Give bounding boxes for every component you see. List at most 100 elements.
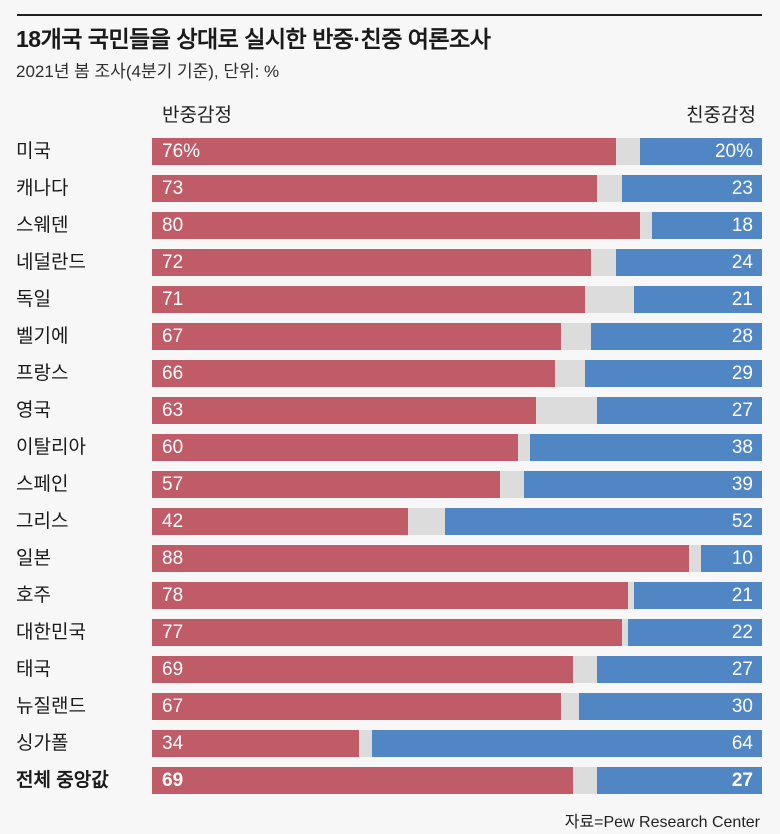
table-row: 네덜란드 72 24 (16, 248, 762, 276)
pro-china-bar: 21 (633, 581, 762, 609)
neutral-gap-segment (518, 433, 531, 461)
anti-china-bar: 76% (152, 137, 616, 165)
legend-pro-china-label: 친중감정 (686, 104, 756, 126)
table-row: 독일 71 21 (16, 285, 762, 313)
neutral-gap-segment (572, 766, 598, 794)
table-row: 이탈리아 60 38 (16, 433, 762, 461)
pro-china-value: 29 (731, 362, 753, 384)
neutral-gap-segment (627, 581, 634, 609)
chart-subtitle: 2021년 봄 조사(4분기 기준), 단위: % (16, 62, 280, 82)
anti-china-bar: 72 (152, 248, 592, 276)
country-label: 독일 (16, 288, 51, 310)
neutral-gap-segment (359, 729, 372, 757)
anti-china-bar: 34 (152, 729, 360, 757)
anti-china-value: 72 (162, 251, 184, 273)
pro-china-value: 27 (731, 658, 753, 680)
neutral-gap-segment (572, 655, 598, 683)
pro-china-value: 52 (731, 510, 753, 532)
country-label: 전체 중앙값 (16, 769, 109, 791)
anti-china-value: 66 (162, 362, 184, 384)
bar-track: 69 27 (152, 766, 762, 794)
anti-china-bar: 63 (152, 396, 537, 424)
neutral-gap-segment (560, 692, 579, 720)
pro-china-value: 22 (731, 621, 753, 643)
neutral-gap-segment (560, 322, 592, 350)
neutral-gap-segment (585, 285, 634, 313)
country-label: 캐나다 (16, 177, 69, 199)
pro-china-bar: 64 (371, 729, 762, 757)
anti-china-bar: 60 (152, 433, 518, 461)
country-label: 일본 (16, 547, 51, 569)
pro-china-bar: 22 (627, 618, 762, 646)
anti-china-bar: 67 (152, 692, 561, 720)
country-label: 미국 (16, 140, 51, 162)
anti-china-value: 67 (162, 325, 184, 347)
pro-china-value: 27 (731, 399, 753, 421)
country-label: 네덜란드 (16, 251, 86, 273)
neutral-gap-segment (640, 211, 653, 239)
country-label: 호주 (16, 584, 51, 606)
pro-china-bar: 52 (444, 507, 762, 535)
neutral-gap-segment (554, 359, 586, 387)
pro-china-bar: 38 (530, 433, 762, 461)
anti-china-bar: 67 (152, 322, 561, 350)
table-row: 미국 76% 20% (16, 137, 762, 165)
pro-china-value: 28 (731, 325, 753, 347)
legend-row: 반중감정 친중감정 (16, 100, 762, 127)
pro-china-bar: 28 (591, 322, 762, 350)
pro-china-value: 27 (731, 769, 753, 791)
bar-track: 88 10 (152, 544, 762, 572)
pro-china-bar: 10 (700, 544, 762, 572)
anti-china-value: 69 (162, 658, 184, 680)
bar-track: 73 23 (152, 174, 762, 202)
table-row: 싱가폴 34 64 (16, 729, 762, 757)
pro-china-value: 10 (731, 547, 753, 569)
table-row: 뉴질랜드 67 30 (16, 692, 762, 720)
pro-china-bar: 18 (652, 211, 762, 239)
pro-china-value: 18 (731, 214, 753, 236)
pro-china-value: 64 (731, 732, 753, 754)
country-label: 스웨덴 (16, 214, 69, 236)
table-row: 벨기에 67 28 (16, 322, 762, 350)
pro-china-bar: 23 (621, 174, 762, 202)
page-title: 18개국 국민들을 상대로 실시한 반중·친중 여론조사 (16, 26, 491, 52)
pro-china-value: 20% (714, 140, 753, 162)
neutral-gap-segment (591, 248, 616, 276)
bar-track: 77 22 (152, 618, 762, 646)
neutral-gap-segment (597, 174, 622, 202)
pro-china-value: 30 (731, 695, 753, 717)
anti-china-bar: 77 (152, 618, 622, 646)
pro-china-bar: 39 (524, 470, 762, 498)
table-row: 캐나다 73 23 (16, 174, 762, 202)
pro-china-bar: 30 (578, 692, 762, 720)
source-credit: 자료=Pew Research Center (564, 813, 760, 831)
bar-track: 57 39 (152, 470, 762, 498)
country-label: 벨기에 (16, 325, 69, 347)
anti-china-value: 76% (162, 140, 201, 162)
anti-china-bar: 42 (152, 507, 409, 535)
pro-china-value: 21 (731, 288, 753, 310)
neutral-gap-segment (688, 544, 701, 572)
pro-china-bar: 24 (615, 248, 762, 276)
bar-track: 71 21 (152, 285, 762, 313)
anti-china-value: 67 (162, 695, 184, 717)
anti-china-value: 71 (162, 288, 184, 310)
country-label: 프랑스 (16, 362, 69, 384)
country-label: 스페인 (16, 473, 69, 495)
neutral-gap-segment (536, 396, 598, 424)
bar-track: 67 30 (152, 692, 762, 720)
table-row: 태국 69 27 (16, 655, 762, 683)
anti-china-value: 73 (162, 177, 184, 199)
pro-china-bar: 27 (597, 396, 762, 424)
pro-china-bar: 29 (585, 359, 762, 387)
bar-track: 80 18 (152, 211, 762, 239)
legend-anti-china-label: 반중감정 (162, 104, 232, 126)
anti-china-value: 57 (162, 473, 184, 495)
table-row: 스페인 57 39 (16, 470, 762, 498)
neutral-gap-segment (408, 507, 445, 535)
legend-spacer (16, 100, 152, 127)
bar-track: 34 64 (152, 729, 762, 757)
anti-china-bar: 88 (152, 544, 689, 572)
country-label: 이탈리아 (16, 436, 86, 458)
